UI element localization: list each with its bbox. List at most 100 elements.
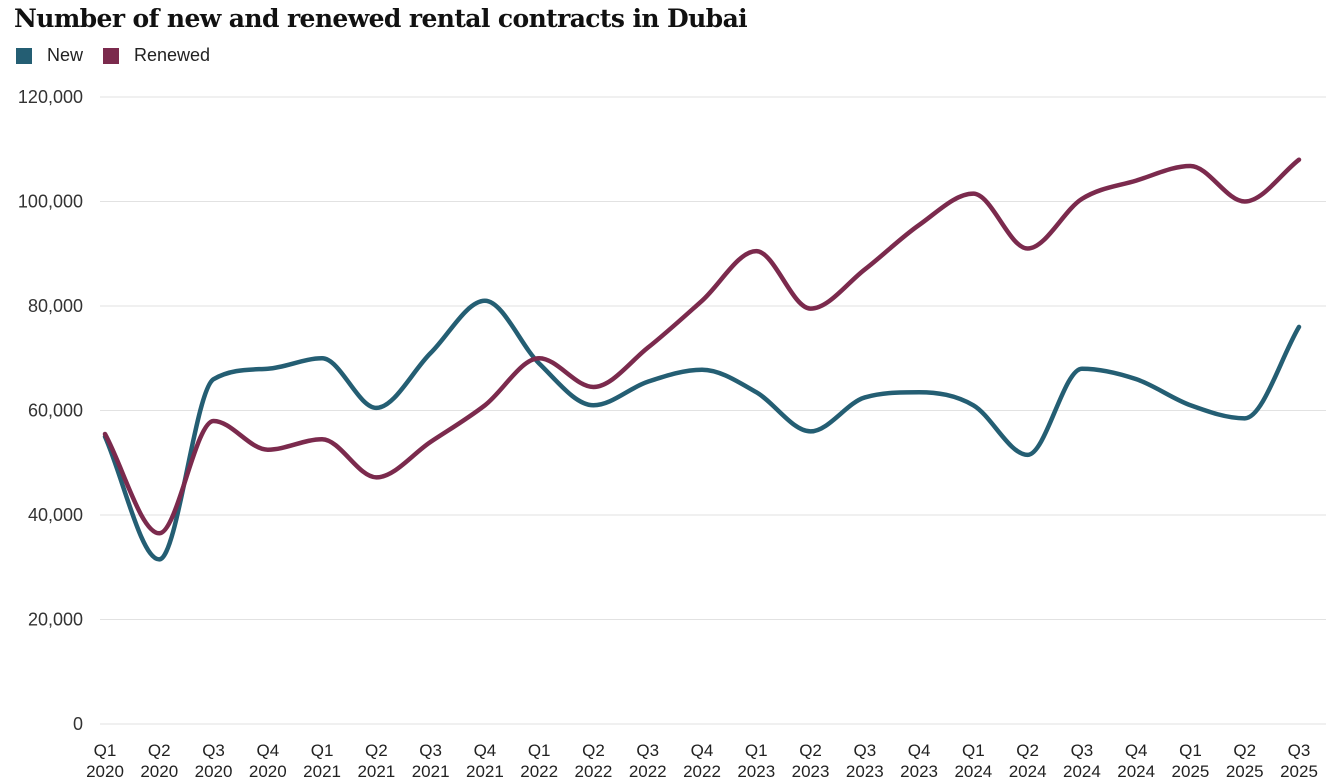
- x-tick-label-q4-2024-year: 2024: [1117, 762, 1155, 781]
- y-axis-ticks: 0 20,000 40,000 60,000 80,000 100,000 120,000: [18, 87, 83, 734]
- legend-label-renewed: Renewed: [134, 45, 211, 65]
- x-tick-label-q3-2020-quarter: Q3: [202, 741, 225, 760]
- x-tick-label-q1-2025: Q1 2025: [1172, 741, 1210, 781]
- data-point-renewed-q2-2024: [1026, 247, 1030, 251]
- data-point-renewed-q1-2022: [537, 356, 541, 360]
- data-point-new-q1-2025: [1188, 403, 1192, 407]
- x-tick-label-q4-2021: Q4 2021: [466, 741, 504, 781]
- x-tick-label-q2-2020-year: 2020: [140, 762, 178, 781]
- data-point-new-q4-2024: [1134, 377, 1138, 381]
- legend-swatch-new: [16, 47, 32, 64]
- legend-label-new: New: [47, 45, 84, 65]
- data-point-new-q3-2024: [1080, 367, 1084, 371]
- data-point-new-q2-2021: [374, 406, 378, 410]
- x-tick-label-q2-2024-year: 2024: [1009, 762, 1047, 781]
- data-point-new-q4-2021: [483, 299, 487, 303]
- x-tick-label-q4-2023-year: 2023: [900, 762, 938, 781]
- x-tick-label-q1-2022-quarter: Q1: [528, 741, 551, 760]
- series-new: [102, 298, 1302, 562]
- x-tick-label-q1-2023-quarter: Q1: [745, 741, 768, 760]
- y-tick-label-40000: 40,000: [28, 505, 83, 525]
- x-tick-label-q4-2022-year: 2022: [683, 762, 721, 781]
- x-tick-label-q2-2023-quarter: Q2: [799, 741, 822, 760]
- x-tick-label-q3-2024-quarter: Q3: [1071, 741, 1094, 760]
- data-point-new-q1-2024: [971, 403, 975, 407]
- x-tick-label-q1-2025-quarter: Q1: [1179, 741, 1202, 760]
- x-tick-label-q3-2023: Q3 2023: [846, 741, 884, 781]
- x-tick-label-q3-2024: Q3 2024: [1063, 741, 1101, 781]
- x-tick-label-q1-2025-year: 2025: [1172, 762, 1210, 781]
- data-point-renewed-q2-2025: [1243, 200, 1247, 204]
- x-tick-label-q4-2021-year: 2021: [466, 762, 504, 781]
- x-tick-label-q4-2020: Q4 2020: [249, 741, 287, 781]
- x-tick-label-q3-2025-quarter: Q3: [1288, 741, 1311, 760]
- x-tick-label-q2-2022: Q2 2022: [575, 741, 613, 781]
- x-tick-label-q2-2021-quarter: Q2: [365, 741, 388, 760]
- series-renewed: [102, 157, 1302, 536]
- x-tick-label-q1-2021: Q1 2021: [303, 741, 341, 781]
- data-point-new-q2-2022: [591, 403, 595, 407]
- data-point-renewed-q2-2021: [374, 475, 378, 479]
- data-point-new-q1-2021: [320, 356, 324, 360]
- x-tick-label-q2-2023: Q2 2023: [792, 741, 830, 781]
- legend-item-new: New: [16, 45, 83, 66]
- data-point-renewed-q3-2020: [212, 419, 216, 423]
- x-tick-label-q2-2022-year: 2022: [575, 762, 613, 781]
- data-point-renewed-q1-2025: [1188, 164, 1192, 168]
- data-point-renewed-q2-2022: [591, 385, 595, 389]
- data-point-renewed-q1-2021: [320, 437, 324, 441]
- data-point-renewed-q3-2023: [863, 267, 867, 271]
- x-tick-label-q2-2021: Q2 2021: [357, 741, 395, 781]
- x-tick-label-q2-2021-year: 2021: [357, 762, 395, 781]
- data-point-new-q4-2022: [700, 368, 704, 372]
- legend-swatch-renewed: [103, 47, 120, 64]
- x-tick-label-q4-2024-quarter: Q4: [1125, 741, 1148, 760]
- x-tick-label-q1-2023: Q1 2023: [737, 741, 775, 781]
- data-point-renewed-q4-2022: [700, 299, 704, 303]
- x-tick-label-q1-2022: Q1 2022: [520, 741, 558, 781]
- x-tick-label-q2-2023-year: 2023: [792, 762, 830, 781]
- data-point-new-q1-2022: [537, 361, 541, 365]
- grid-lines: [100, 96, 1326, 725]
- x-tick-label-q1-2024-year: 2024: [954, 762, 992, 781]
- x-tick-label-q3-2021-year: 2021: [412, 762, 450, 781]
- x-tick-label-q3-2022-year: 2022: [629, 762, 667, 781]
- x-tick-label-q2-2024-quarter: Q2: [1016, 741, 1039, 760]
- legend-item-renewed: Renewed: [103, 45, 210, 66]
- x-tick-label-q1-2020: Q1 2020: [86, 741, 124, 781]
- x-tick-label-q3-2021: Q3 2021: [412, 741, 450, 781]
- x-tick-label-q4-2020-quarter: Q4: [256, 741, 279, 760]
- x-axis-ticks: Q1 2020 Q2 2020 Q3 2020 Q4 2020 Q1 2021 Q2 2021 Q3 20…: [86, 741, 1318, 781]
- x-tick-label-q2-2020: Q2 2020: [140, 741, 178, 781]
- x-tick-label-q4-2020-year: 2020: [249, 762, 287, 781]
- data-point-new-q2-2023: [809, 429, 813, 433]
- x-tick-label-q3-2022-quarter: Q3: [636, 741, 659, 760]
- data-point-new-q1-2023: [754, 390, 758, 394]
- x-tick-label-q2-2025-quarter: Q2: [1233, 741, 1256, 760]
- data-point-new-q3-2020: [212, 377, 216, 381]
- x-tick-label-q2-2020-quarter: Q2: [148, 741, 171, 760]
- y-tick-label-80000: 80,000: [28, 296, 83, 316]
- data-point-new-q4-2023: [917, 390, 921, 394]
- data-point-renewed-q1-2024: [971, 192, 975, 196]
- y-tick-label-0: 0: [73, 714, 83, 734]
- x-tick-label-q3-2020-year: 2020: [195, 762, 233, 781]
- x-tick-label-q2-2025: Q2 2025: [1226, 741, 1264, 781]
- x-tick-label-q1-2021-quarter: Q1: [311, 741, 334, 760]
- x-tick-label-q4-2023-quarter: Q4: [908, 741, 931, 760]
- data-point-renewed-q3-2021: [429, 440, 433, 444]
- x-tick-label-q1-2020-quarter: Q1: [94, 741, 117, 760]
- x-tick-label-q1-2020-year: 2020: [86, 762, 124, 781]
- x-tick-label-q1-2024-quarter: Q1: [962, 741, 985, 760]
- x-tick-label-q1-2023-year: 2023: [737, 762, 775, 781]
- data-point-new-q3-2021: [429, 351, 433, 355]
- x-tick-label-q3-2021-quarter: Q3: [419, 741, 442, 760]
- data-point-renewed-q4-2020: [266, 448, 270, 452]
- x-tick-label-q1-2024: Q1 2024: [954, 741, 992, 781]
- data-point-renewed-q3-2025: [1297, 158, 1301, 162]
- data-point-new-q2-2025: [1243, 416, 1247, 420]
- data-point-renewed-q4-2024: [1134, 179, 1138, 183]
- y-tick-label-60000: 60,000: [28, 401, 83, 421]
- x-tick-label-q3-2023-quarter: Q3: [853, 741, 876, 760]
